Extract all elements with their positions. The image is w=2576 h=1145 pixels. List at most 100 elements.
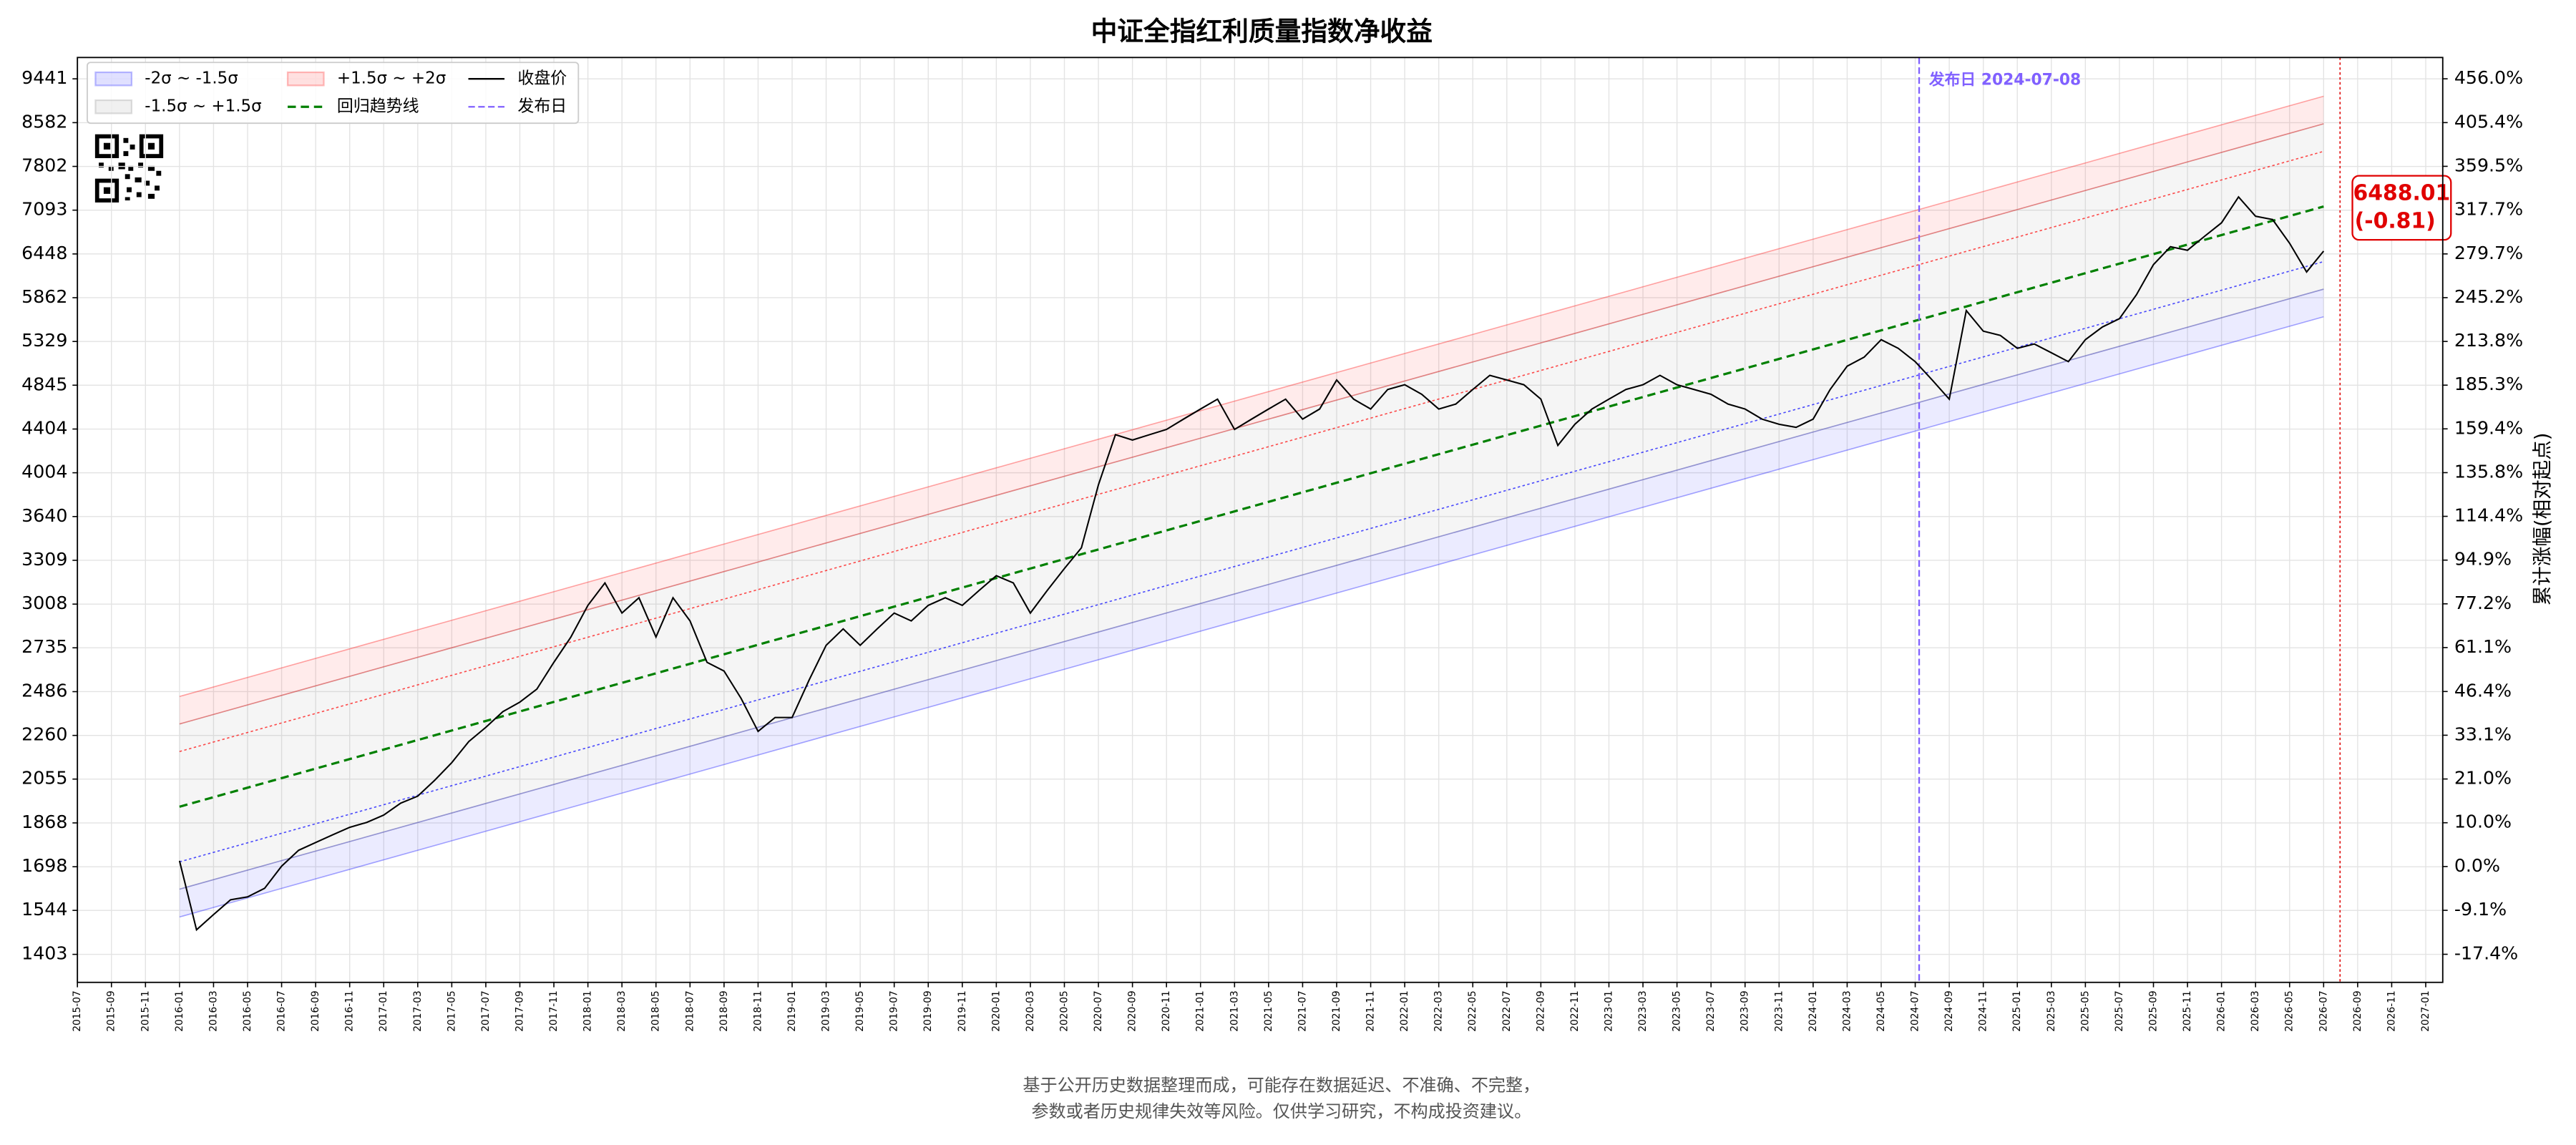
legend-swatch (94, 71, 133, 87)
price-line (178, 195, 2325, 932)
x-tick-label: 2026-09 (2352, 990, 2363, 1032)
band-edge (179, 288, 2324, 890)
y2-tick-label: -9.1% (2454, 899, 2507, 920)
y-tick-label: 5329 (21, 330, 67, 351)
x-tick-label: 2018-09 (718, 990, 730, 1032)
y-tick-label: 2735 (21, 636, 67, 657)
end-value-label: 6488.01 (2353, 180, 2450, 205)
y2-tick-label: 0.0% (2454, 855, 2500, 876)
y2-tick-label: 94.9% (2454, 549, 2512, 570)
x-tick-label: 2015-09 (106, 990, 117, 1032)
x-tick-label: 2017-11 (548, 990, 560, 1032)
sigma-line (179, 150, 2324, 752)
x-tick-label: 2018-03 (616, 990, 628, 1032)
x-tick-label: 2020-01 (990, 990, 1002, 1032)
y2-tick-label: 456.0% (2454, 67, 2523, 88)
y-tick-label: 3640 (21, 505, 67, 526)
x-tick-label: 2022-03 (1433, 990, 1445, 1032)
x-tick-label: 2023-03 (1637, 990, 1649, 1032)
x-tick-label: 2018-01 (582, 990, 594, 1032)
x-tick-label: 2021-11 (1365, 990, 1377, 1032)
band-edge (179, 316, 2324, 918)
release-label: 发布日 2024-07-08 (1928, 70, 2081, 89)
x-tick-label: 2025-09 (2147, 990, 2159, 1032)
x-tick-label: 2020-03 (1025, 990, 1036, 1032)
sigma-line (179, 260, 2324, 863)
y-tick-label: 1868 (21, 812, 67, 832)
x-tick-label: 2020-05 (1058, 990, 1070, 1032)
x-tick-label: 2015-07 (72, 990, 83, 1032)
x-tick-label: 2021-07 (1297, 990, 1308, 1032)
x-tick-label: 2019-03 (821, 990, 832, 1032)
footer-line: 参数或者历史规律失效等风险。仅供学习研究，不构成投资建议。 (1031, 1101, 1531, 1121)
x-tick-label: 2022-09 (1535, 990, 1546, 1032)
trend-line (179, 205, 2324, 808)
x-tick-label: 2024-07 (1910, 990, 1921, 1032)
x-tick-label: 2017-01 (378, 990, 389, 1032)
legend-label: 回归趋势线 (337, 97, 419, 116)
band-edge (179, 123, 2324, 725)
y-tick-label: 6448 (21, 243, 67, 263)
x-tick-label: 2024-09 (1943, 990, 1955, 1032)
x-tick-label: 2024-03 (1841, 990, 1853, 1032)
x-tick-label: 2018-07 (684, 990, 696, 1032)
x-tick-label: 2026-05 (2284, 990, 2296, 1032)
x-tick-label: 2018-11 (752, 990, 763, 1032)
x-tick-label: 2025-11 (2182, 990, 2193, 1032)
x-tick-label: 2025-01 (2011, 990, 2023, 1032)
end-label-box (2351, 175, 2452, 241)
y2-tick-label: 33.1% (2454, 723, 2512, 744)
y-tick-label: 1698 (21, 855, 67, 876)
x-tick-label: 2022-07 (1501, 990, 1513, 1032)
y2-tick-label: 21.0% (2454, 768, 2512, 789)
x-tick-label: 2023-07 (1705, 990, 1717, 1032)
x-tick-label: 2022-05 (1467, 990, 1478, 1032)
x-tick-label: 2017-09 (514, 990, 525, 1032)
x-tick-label: 2020-11 (1161, 990, 1172, 1032)
footer-line: 基于公开历史数据整理而成，可能存在数据延迟、不准确、不完整， (1023, 1075, 1540, 1095)
x-tick-label: 2026-03 (2250, 990, 2261, 1032)
x-tick-label: 2025-07 (2114, 990, 2125, 1032)
y-tick-label: 7802 (21, 155, 67, 176)
x-tick-label: 2024-01 (1807, 990, 1819, 1032)
x-tick-label: 2026-07 (2318, 990, 2329, 1032)
y2-tick-label: 114.4% (2454, 505, 2523, 526)
x-tick-label: 2026-01 (2216, 990, 2228, 1032)
x-tick-label: 2023-11 (1773, 990, 1785, 1032)
x-tick-label: 2017-03 (412, 990, 424, 1032)
y-tick-label: 2260 (21, 724, 67, 745)
y-tick-label: 7093 (21, 199, 67, 220)
x-tick-label: 2024-05 (1875, 990, 1887, 1032)
x-tick-label: 2019-07 (889, 990, 900, 1032)
y2-tick-label: 317.7% (2454, 199, 2523, 220)
end-change-label: (-0.81) (2355, 208, 2436, 233)
y2-tick-label: 46.4% (2454, 680, 2512, 701)
x-tick-label: 2023-01 (1603, 990, 1614, 1032)
chart-title: 中证全指红利质量指数净收益 (1091, 16, 1433, 47)
x-tick-label: 2022-11 (1569, 990, 1581, 1032)
band-edge (179, 123, 2324, 725)
x-tick-label: 2018-05 (650, 990, 662, 1032)
legend: -2σ ~ -1.5σ -1.5σ ~ +1.5σ +1.5σ ~ +2σ 回归趋势线… (87, 62, 580, 125)
x-tick-label: 2016-01 (174, 990, 185, 1032)
y2-tick-label: 279.7% (2454, 243, 2523, 263)
legend-label: -2σ ~ -1.5σ (145, 69, 238, 88)
y2-tick-label: 10.0% (2454, 812, 2512, 832)
x-tick-label: 2023-05 (1672, 990, 1683, 1032)
x-tick-label: 2019-09 (922, 990, 934, 1032)
x-tick-label: 2019-01 (786, 990, 798, 1032)
y2-tick-label: 213.8% (2454, 330, 2523, 351)
sigma-band (179, 124, 2324, 890)
legend-label: -1.5σ ~ +1.5σ (145, 97, 261, 116)
x-tick-label: 2019-05 (854, 990, 866, 1032)
y-tick-label: 4404 (21, 418, 67, 439)
band-edge (179, 288, 2324, 890)
y2-tick-label: 61.1% (2454, 636, 2512, 657)
y-tick-label: 4004 (21, 462, 67, 482)
sigma-band (179, 289, 2324, 917)
x-tick-label: 2023-09 (1740, 990, 1751, 1032)
legend-label: +1.5σ ~ +2σ (337, 69, 446, 88)
y-tick-label: 5862 (21, 286, 67, 307)
legend-box (87, 62, 580, 125)
